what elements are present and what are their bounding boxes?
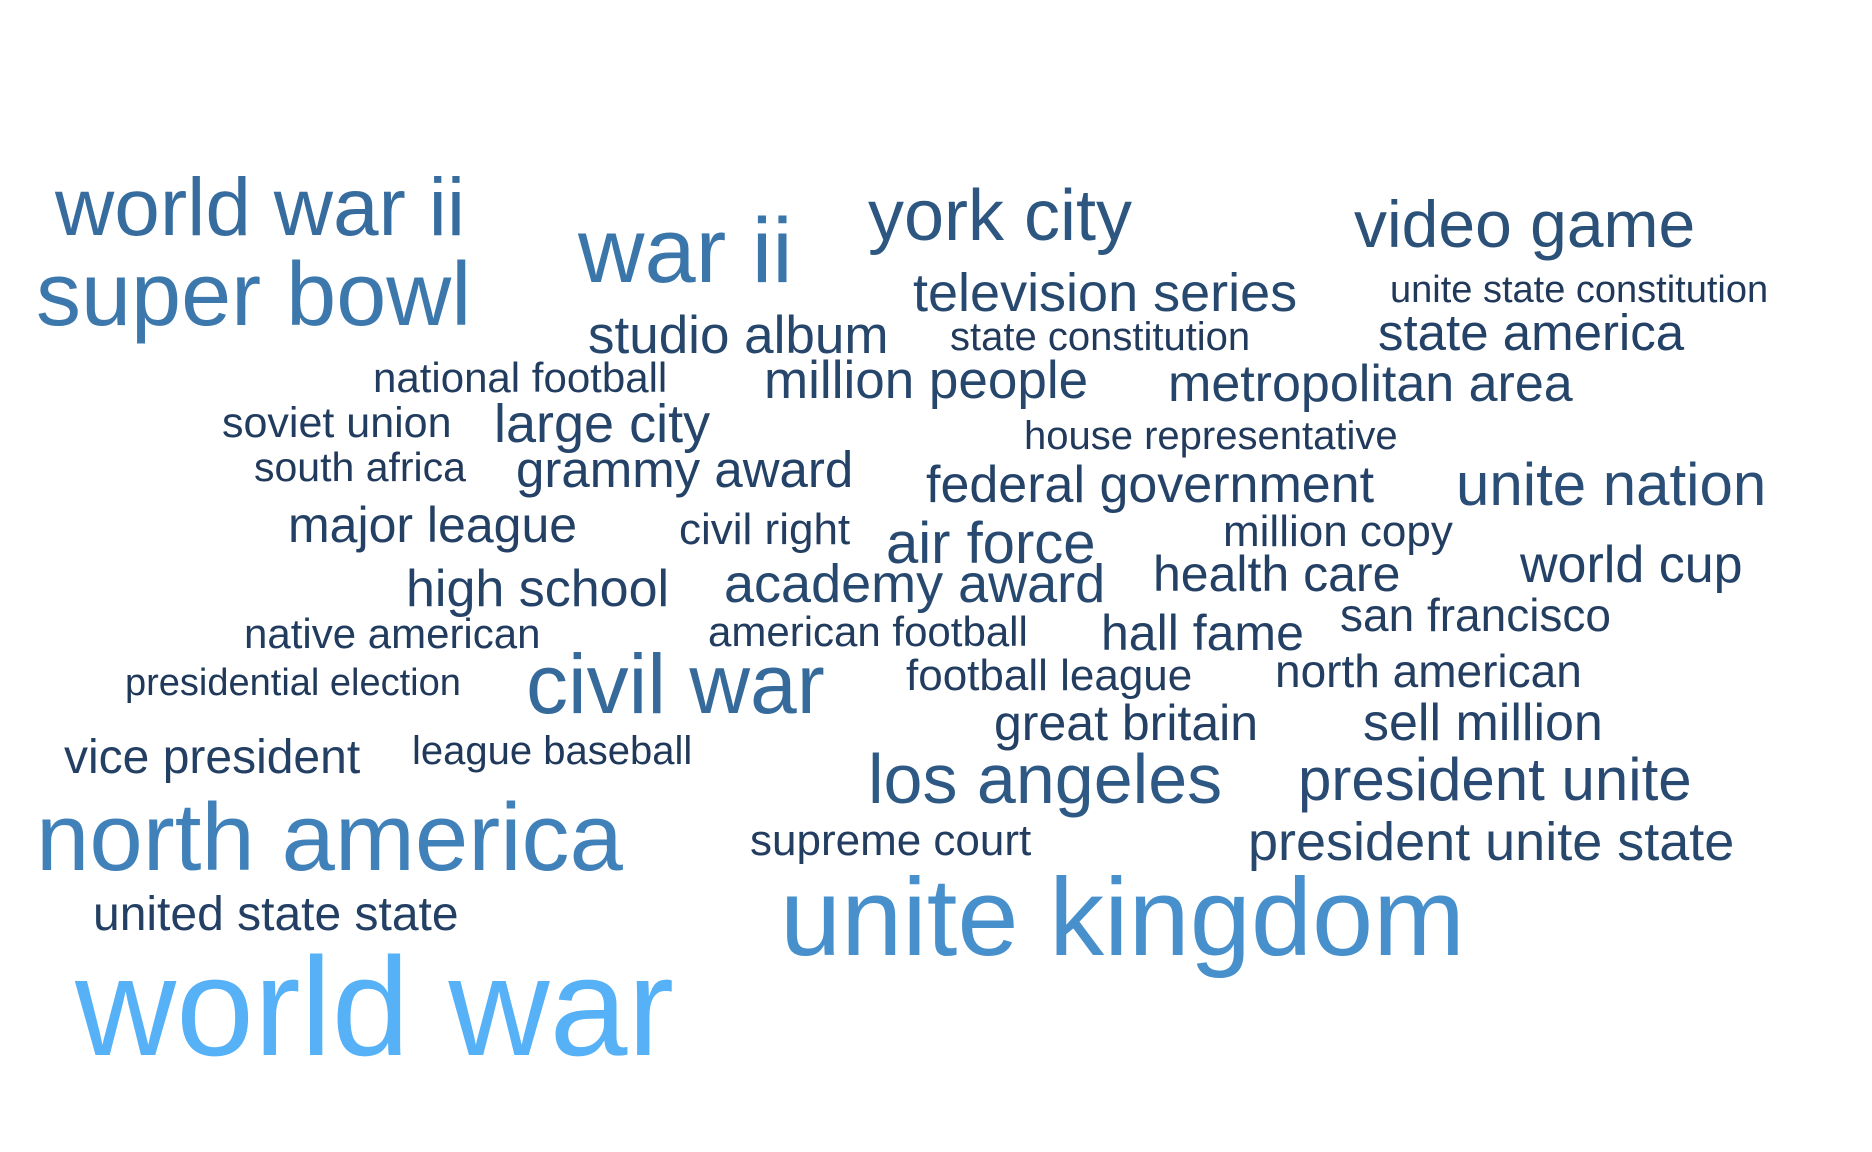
word-national-football: national football	[373, 354, 667, 401]
word-president-unite: president unite	[1298, 746, 1692, 813]
word-vice-president: vice president	[64, 731, 360, 784]
word-great-britain: great britain	[994, 695, 1258, 751]
word-york-city: york city	[868, 176, 1132, 256]
word-presidential-election: presidential election	[125, 662, 461, 704]
word-grammy-award: grammy award	[516, 441, 853, 498]
word-high-school: high school	[406, 560, 669, 618]
word-united-state-state: united state state	[93, 888, 459, 941]
word-large-city: large city	[494, 394, 710, 454]
word-los-angeles: los angeles	[868, 740, 1222, 818]
word-president-unite-state: president unite state	[1248, 812, 1734, 872]
word-metropolitan-area: metropolitan area	[1168, 355, 1573, 413]
word-state-america: state america	[1378, 304, 1685, 361]
word-world-war-ii: world war ii	[54, 162, 465, 253]
word-world-cup: world cup	[1519, 536, 1743, 594]
word-soviet-union: soviet union	[222, 399, 452, 447]
word-studio-album: studio album	[588, 306, 889, 365]
word-hall-fame: hall fame	[1101, 605, 1304, 661]
word-war-ii: war ii	[577, 200, 793, 302]
word-north-america: north america	[36, 784, 624, 891]
word-sell-million: sell million	[1363, 694, 1603, 752]
word-million-copy: million copy	[1223, 507, 1453, 556]
word-unite-state-constitution: unite state constitution	[1390, 269, 1768, 311]
word-native-american: native american	[244, 610, 540, 657]
word-unite-nation: unite nation	[1456, 451, 1766, 518]
word-civil-right: civil right	[679, 505, 850, 554]
word-american-football: american football	[708, 608, 1028, 655]
word-state-constitution: state constitution	[950, 315, 1250, 359]
word-super-bowl: super bowl	[36, 245, 471, 345]
word-south-africa: south africa	[254, 444, 466, 490]
word-federal-government: federal government	[926, 456, 1375, 514]
word-san-francisco: san francisco	[1340, 589, 1611, 641]
word-north-american: north american	[1275, 645, 1582, 697]
word-air-force: air force	[886, 511, 1096, 576]
word-house-representative: house representative	[1024, 414, 1398, 458]
word-major-league: major league	[288, 497, 577, 553]
word-league-baseball: league baseball	[412, 729, 692, 773]
word-supreme-court: supreme court	[750, 816, 1031, 865]
word-football-league: football league	[906, 651, 1192, 700]
word-million-people: million people	[764, 351, 1088, 410]
word-health-care: health care	[1153, 546, 1400, 602]
word-television-series: television series	[913, 263, 1297, 323]
word-world-war: world war	[74, 928, 674, 1085]
word-video-game: video game	[1354, 187, 1695, 261]
word-academy-award: academy award	[724, 554, 1105, 614]
word-civil-war: civil war	[526, 637, 825, 731]
word-unite-kingdom: unite kingdom	[780, 856, 1465, 979]
